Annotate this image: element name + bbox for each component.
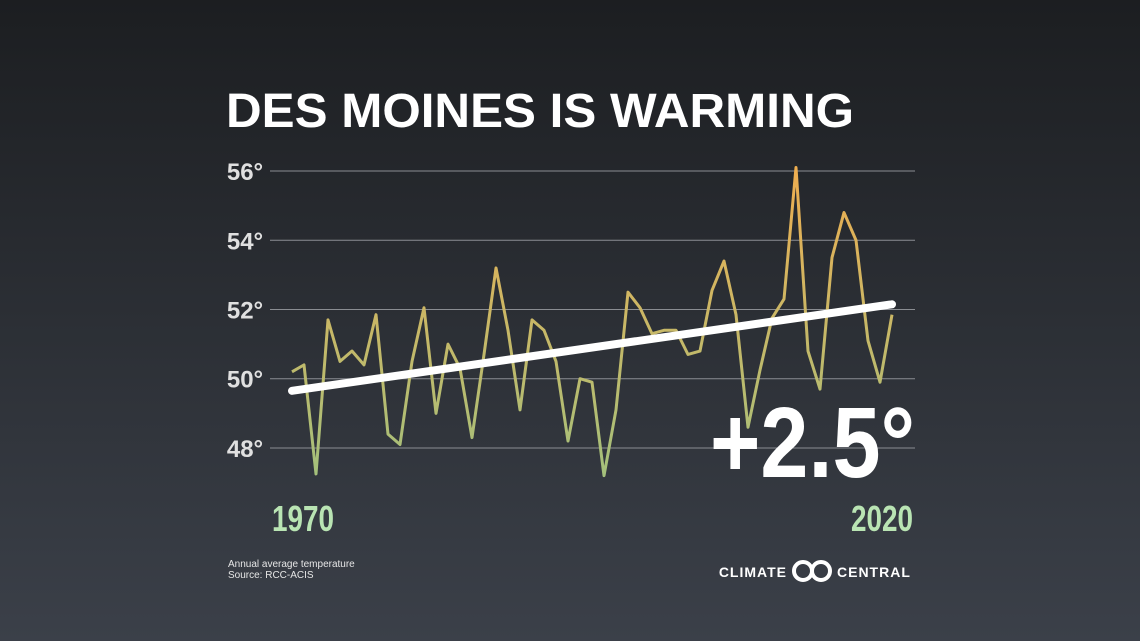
y-tick-label: 50° [227,367,263,394]
y-tick-label: 48° [227,436,263,463]
footnote: Source: RCC-ACIS [228,570,314,581]
footnote: Annual average temperature [228,559,355,570]
y-tick-label: 54° [227,228,263,255]
chart-title: DES MOINES IS WARMING [226,85,854,138]
x-tick-label: 1970 [272,498,334,539]
logo-text: CENTRAL [837,564,911,580]
logo-text: CLIMATE [719,564,787,580]
data-line [291,166,894,478]
plot: 48° 50° 52° 54° 56° 1970 2020+2.5° [227,159,915,539]
y-tick-label: 52° [227,297,263,324]
x-tick-label: 2020 [851,498,913,539]
trend-line [288,300,896,395]
logo-icon [792,560,832,582]
annotation: +2.5° [710,387,915,499]
y-tick-label: 56° [227,159,263,186]
